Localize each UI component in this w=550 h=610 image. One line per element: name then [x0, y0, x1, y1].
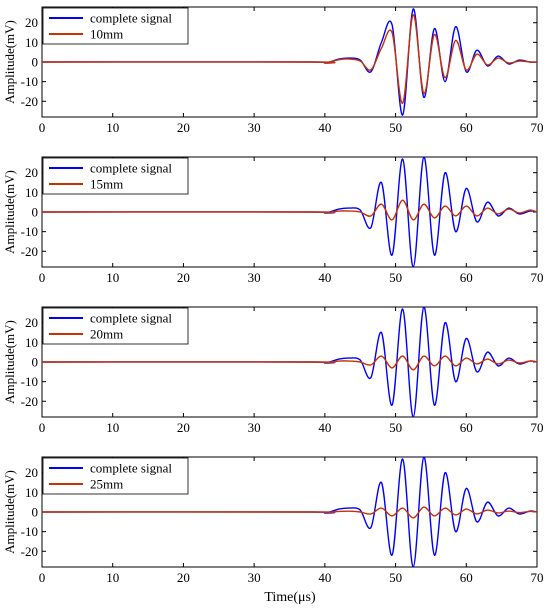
series-line-distance	[42, 355, 537, 371]
x-tick-label: 70	[531, 570, 544, 585]
x-tick-label: 50	[389, 270, 402, 285]
legend-label: 15mm	[90, 177, 123, 192]
series-group	[42, 307, 537, 417]
y-axis-label: Amplitude(mV)	[2, 470, 17, 554]
y-tick-label: -10	[21, 524, 38, 539]
legend-box	[42, 7, 189, 45]
series-line-complete-signal	[42, 307, 537, 417]
y-tick-label: 0	[32, 355, 39, 370]
series-line-distance	[42, 506, 537, 519]
x-tick-label: 50	[389, 120, 402, 135]
x-tick-label: 60	[460, 270, 473, 285]
x-tick-label: 10	[106, 270, 119, 285]
y-tick-label: -20	[21, 94, 38, 109]
y-axis-label: Amplitude(mV)	[2, 170, 17, 254]
y-tick-label: 10	[25, 335, 38, 350]
x-tick-label: 0	[39, 120, 46, 135]
x-tick-label: 20	[177, 120, 190, 135]
x-tick-label: 60	[460, 420, 473, 435]
y-tick-label: 10	[25, 185, 38, 200]
series-line-complete-signal	[42, 457, 537, 567]
x-tick-label: 10	[106, 420, 119, 435]
y-tick-label: -20	[21, 544, 38, 559]
legend-box	[42, 157, 189, 195]
x-tick-label: 10	[106, 120, 119, 135]
y-tick-label: -10	[21, 374, 38, 389]
x-tick-label: 40	[318, 120, 331, 135]
y-tick-label: 10	[25, 485, 38, 500]
x-tick-label: 50	[389, 570, 402, 585]
panels-group: 0 10 20 30 40 50 60 70 20 10 0 -10 -20 Amplitude(mV) c…	[2, 6, 544, 585]
x-tick-label: 60	[460, 120, 473, 135]
x-tick-label: 30	[248, 270, 261, 285]
y-tick-label: 0	[32, 205, 39, 220]
y-tick-label: 0	[32, 505, 39, 520]
panel-2: 0 10 20 30 40 50 60 70 20 10 0 -10 -20 Amplitude(mV) c…	[2, 156, 544, 285]
y-tick-label: 20	[25, 165, 38, 180]
legend-label: 10mm	[90, 27, 123, 42]
y-tick-label: -20	[21, 394, 38, 409]
legend-label: 25mm	[90, 477, 123, 492]
y-tick-label: 10	[25, 35, 38, 50]
x-tick-label: 10	[106, 570, 119, 585]
y-tick-label: -10	[21, 224, 38, 239]
y-axis-label: Amplitude(mV)	[2, 320, 17, 404]
y-tick-label: -10	[21, 74, 38, 89]
series-group	[42, 157, 537, 267]
series-line-complete-signal	[42, 157, 537, 267]
y-tick-label: 20	[25, 315, 38, 330]
legend-box	[42, 307, 189, 345]
panel-1: 0 10 20 30 40 50 60 70 20 10 0 -10 -20 Amplitude(mV) c…	[2, 6, 544, 135]
x-tick-label: 30	[248, 570, 261, 585]
x-tick-label: 0	[39, 420, 46, 435]
legend-box	[42, 457, 189, 495]
y-axis-label: Amplitude(mV)	[2, 20, 17, 104]
x-tick-label: 30	[248, 120, 261, 135]
x-tick-label: 60	[460, 570, 473, 585]
x-tick-label: 70	[531, 120, 544, 135]
x-tick-label: 30	[248, 420, 261, 435]
x-tick-label: 20	[177, 270, 190, 285]
panel-4: 0 10 20 30 40 50 60 70 20 10 0 -10 -20 Amplitude(mV) c…	[2, 456, 544, 585]
y-tick-label: 20	[25, 465, 38, 480]
series-line-distance	[42, 14, 537, 104]
legend-label: complete signal	[90, 11, 172, 26]
panel-3: 0 10 20 30 40 50 60 70 20 10 0 -10 -20 Amplitude(mV) c…	[2, 306, 544, 435]
x-tick-label: 70	[531, 420, 544, 435]
y-tick-label: 0	[32, 55, 39, 70]
legend-label: 20mm	[90, 327, 123, 342]
series-line-distance	[42, 199, 537, 221]
series-group	[42, 8, 537, 116]
x-tick-label: 0	[39, 270, 46, 285]
x-tick-label: 40	[318, 270, 331, 285]
x-axis-label: Time(μs)	[264, 590, 316, 605]
x-tick-label: 0	[39, 570, 46, 585]
x-tick-label: 50	[389, 420, 402, 435]
x-tick-label: 70	[531, 270, 544, 285]
x-tick-label: 20	[177, 420, 190, 435]
y-tick-label: -20	[21, 244, 38, 259]
x-tick-label: 40	[318, 570, 331, 585]
x-tick-label: 20	[177, 570, 190, 585]
legend-label: complete signal	[90, 461, 172, 476]
series-group	[42, 457, 537, 567]
x-tick-label: 40	[318, 420, 331, 435]
legend-label: complete signal	[90, 311, 172, 326]
y-tick-label: 20	[25, 15, 38, 30]
legend-label: complete signal	[90, 161, 172, 176]
